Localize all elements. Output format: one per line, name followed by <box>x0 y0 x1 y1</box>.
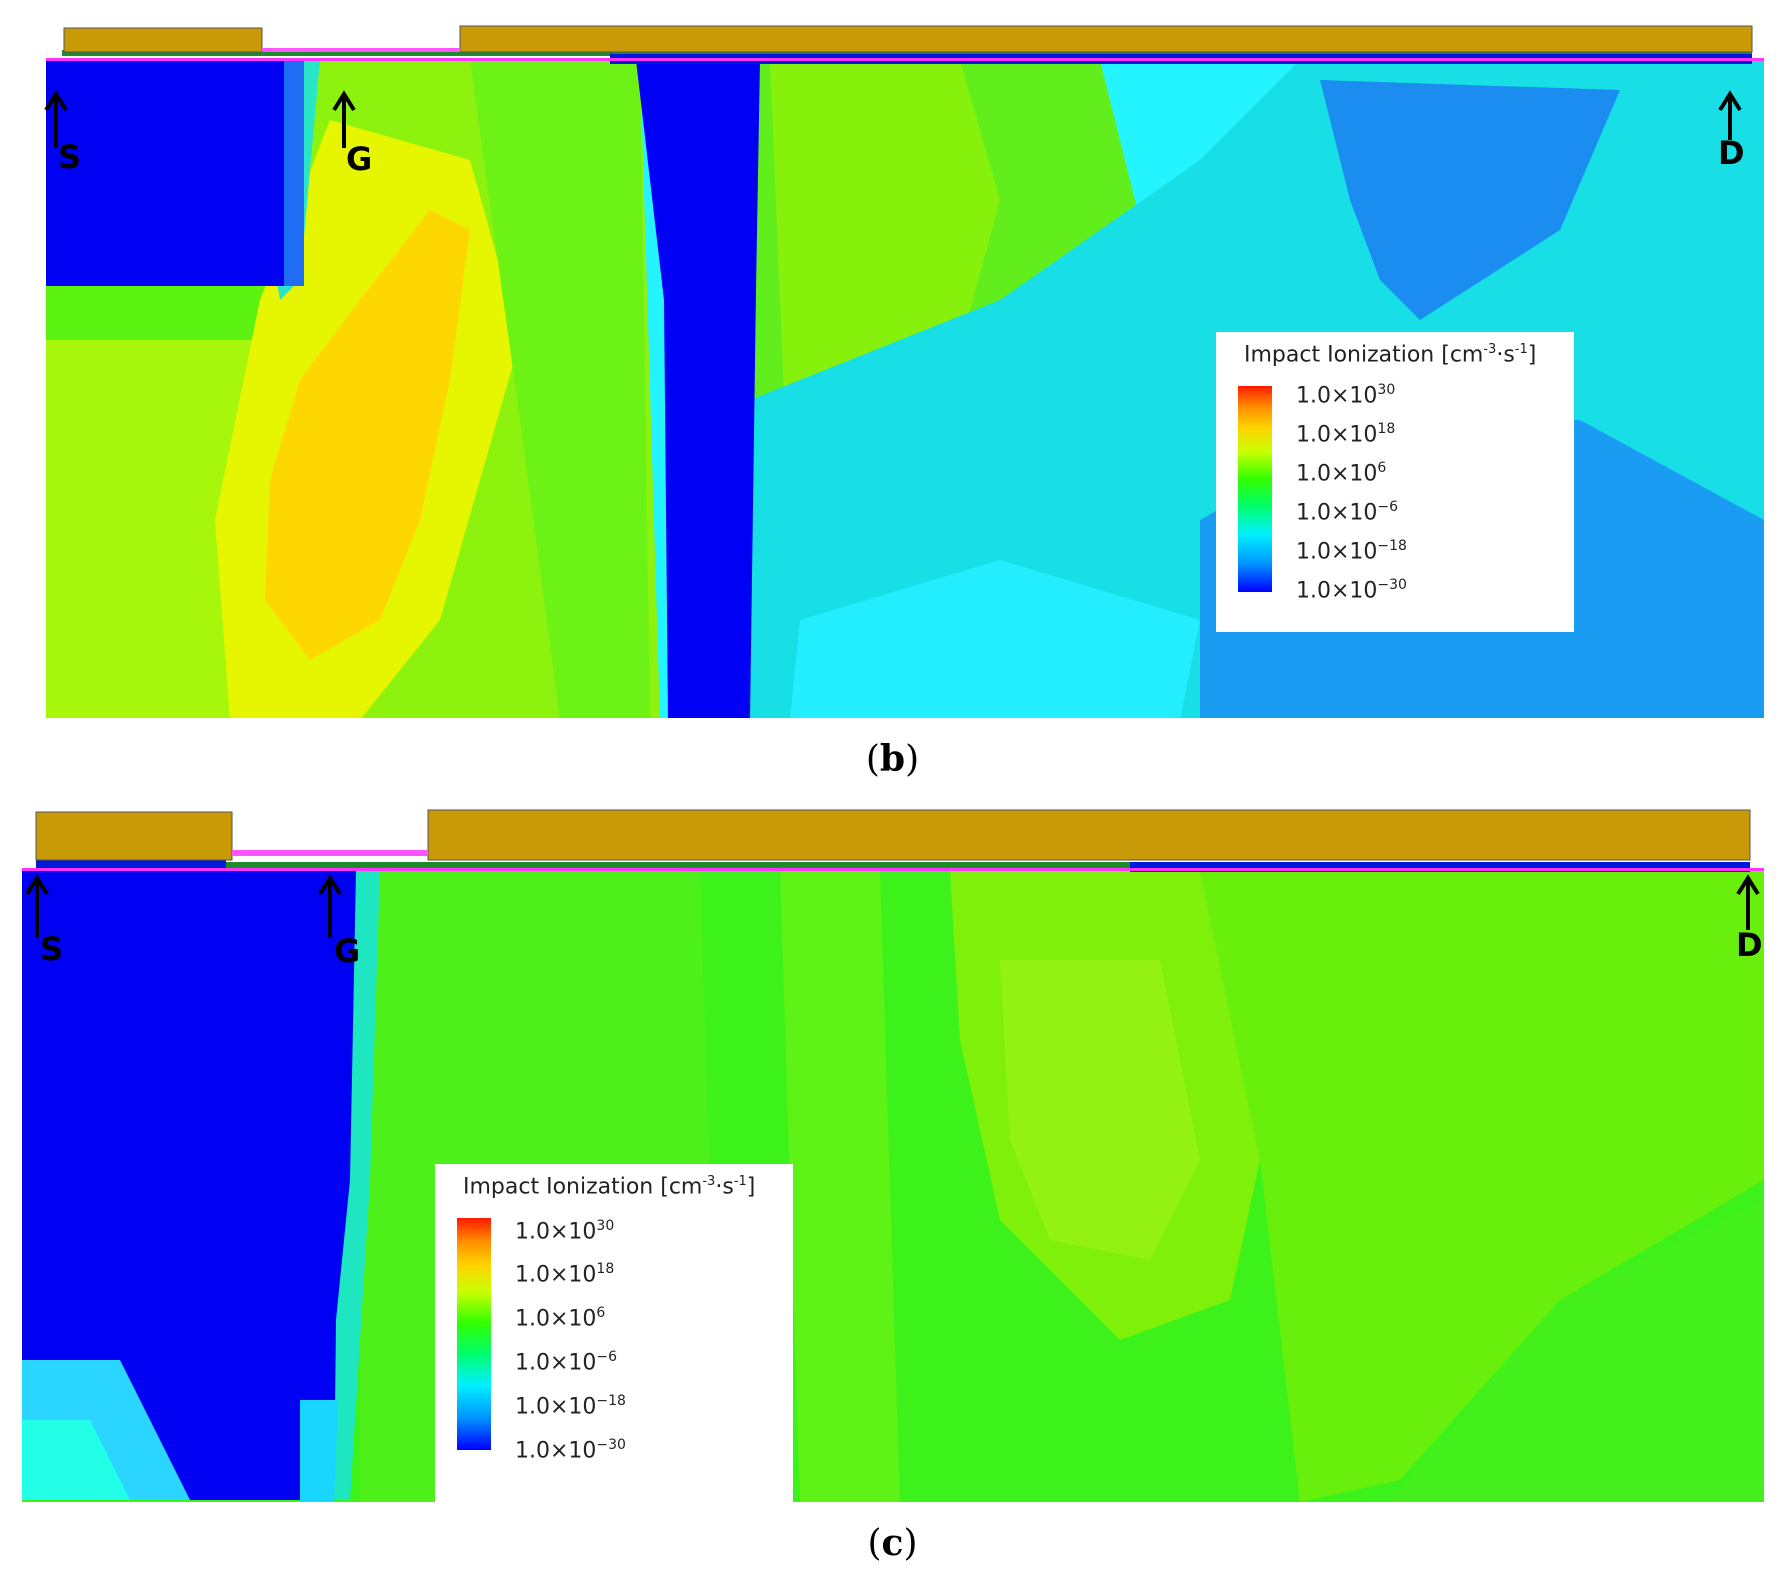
panel-c-legend: Impact Ionization [cm-3·s-1] 1.0×1030 1.… <box>435 1164 793 1502</box>
legend-tick: 1.0×1018 <box>515 1261 615 1288</box>
legend-tick: 1.0×10−6 <box>515 1349 618 1376</box>
gate-marker-label: G <box>334 932 361 970</box>
gate-drain-electrode <box>459 25 1753 53</box>
region-right-limegreen <box>1200 870 1764 1502</box>
region-right-green <box>1390 1200 1764 1502</box>
gate-marker-label: G <box>346 140 373 178</box>
drain-marker-label: D <box>1718 134 1745 172</box>
gate-arrow-icon <box>332 90 356 148</box>
region-drift-lightcyan <box>790 560 1200 718</box>
legend-title: Impact Ionization [cm-3·s-1] <box>1244 342 1537 368</box>
region-mid-green <box>470 60 650 718</box>
source-arrow-icon <box>25 874 49 938</box>
legend-tick: 1.0×10−18 <box>515 1393 626 1420</box>
panel-b-legend: Impact Ionization [cm-3·s-1] 1.0×1030 1.… <box>1216 332 1574 632</box>
source-arrow-icon <box>44 90 68 148</box>
panel-b: S G D Impact Ionization [cm-3·s-1] 1.0×1… <box>0 0 1785 780</box>
region-mid-lime <box>780 870 900 1502</box>
surface-layer-magenta <box>22 868 1764 871</box>
legend-tick: 1.0×10−30 <box>1296 577 1407 604</box>
source-marker-label: S <box>40 930 64 968</box>
region-source-cyan-inner <box>22 1420 130 1500</box>
legend-tick: 1.0×1030 <box>1296 382 1396 409</box>
gate-gap-oxide <box>262 48 460 52</box>
region-drift-yellowgreen <box>1000 960 1200 1260</box>
region-source-depleted <box>22 870 356 1500</box>
surface-layer-magenta <box>46 58 1764 61</box>
gate-gap-oxide <box>232 850 428 856</box>
legend-tick: 1.0×1030 <box>515 1218 615 1245</box>
drain-arrow-icon <box>1736 874 1760 930</box>
surface-layer-green <box>36 862 1750 868</box>
legend-tick: 1.0×106 <box>1296 460 1387 487</box>
legend-tick: 1.0×106 <box>515 1305 606 1332</box>
region-source-depleted <box>46 60 284 286</box>
legend-title: Impact Ionization [cm-3·s-1] <box>463 1174 756 1200</box>
source-electrode <box>63 27 263 53</box>
gate-arrow-icon <box>318 874 342 938</box>
legend-colorbar <box>457 1218 491 1450</box>
region-source-band <box>46 280 276 340</box>
legend-tick: 1.0×10−30 <box>515 1437 626 1464</box>
drain-marker-label: D <box>1736 926 1763 964</box>
panel-c-caption: (c) <box>867 1522 918 1564</box>
legend-tick: 1.0×10−18 <box>1296 538 1407 565</box>
panel-b-caption: (b) <box>865 738 920 780</box>
surface-layer-blue-left <box>36 860 226 868</box>
surface-layer-blue <box>1130 862 1750 872</box>
legend-tick: 1.0×1018 <box>1296 421 1396 448</box>
gate-drain-electrode <box>427 809 1751 861</box>
region-source-edge <box>284 60 304 286</box>
panel-c-contour-map <box>22 809 1764 1502</box>
surface-layer-green <box>62 50 1752 56</box>
drain-arrow-icon <box>1718 90 1742 140</box>
region-source-edge-bright <box>300 1400 338 1502</box>
legend-colorbar <box>1238 386 1272 592</box>
region-trench <box>636 60 760 718</box>
source-electrode <box>35 811 233 861</box>
legend-tick: 1.0×10−6 <box>1296 499 1399 526</box>
region-drift-blue-1 <box>1320 80 1620 320</box>
panel-c: S G D Impact Ionization [cm-3·s-1] 1.0×1… <box>0 780 1785 1573</box>
source-marker-label: S <box>58 138 82 176</box>
region-hot-orange <box>265 210 470 660</box>
